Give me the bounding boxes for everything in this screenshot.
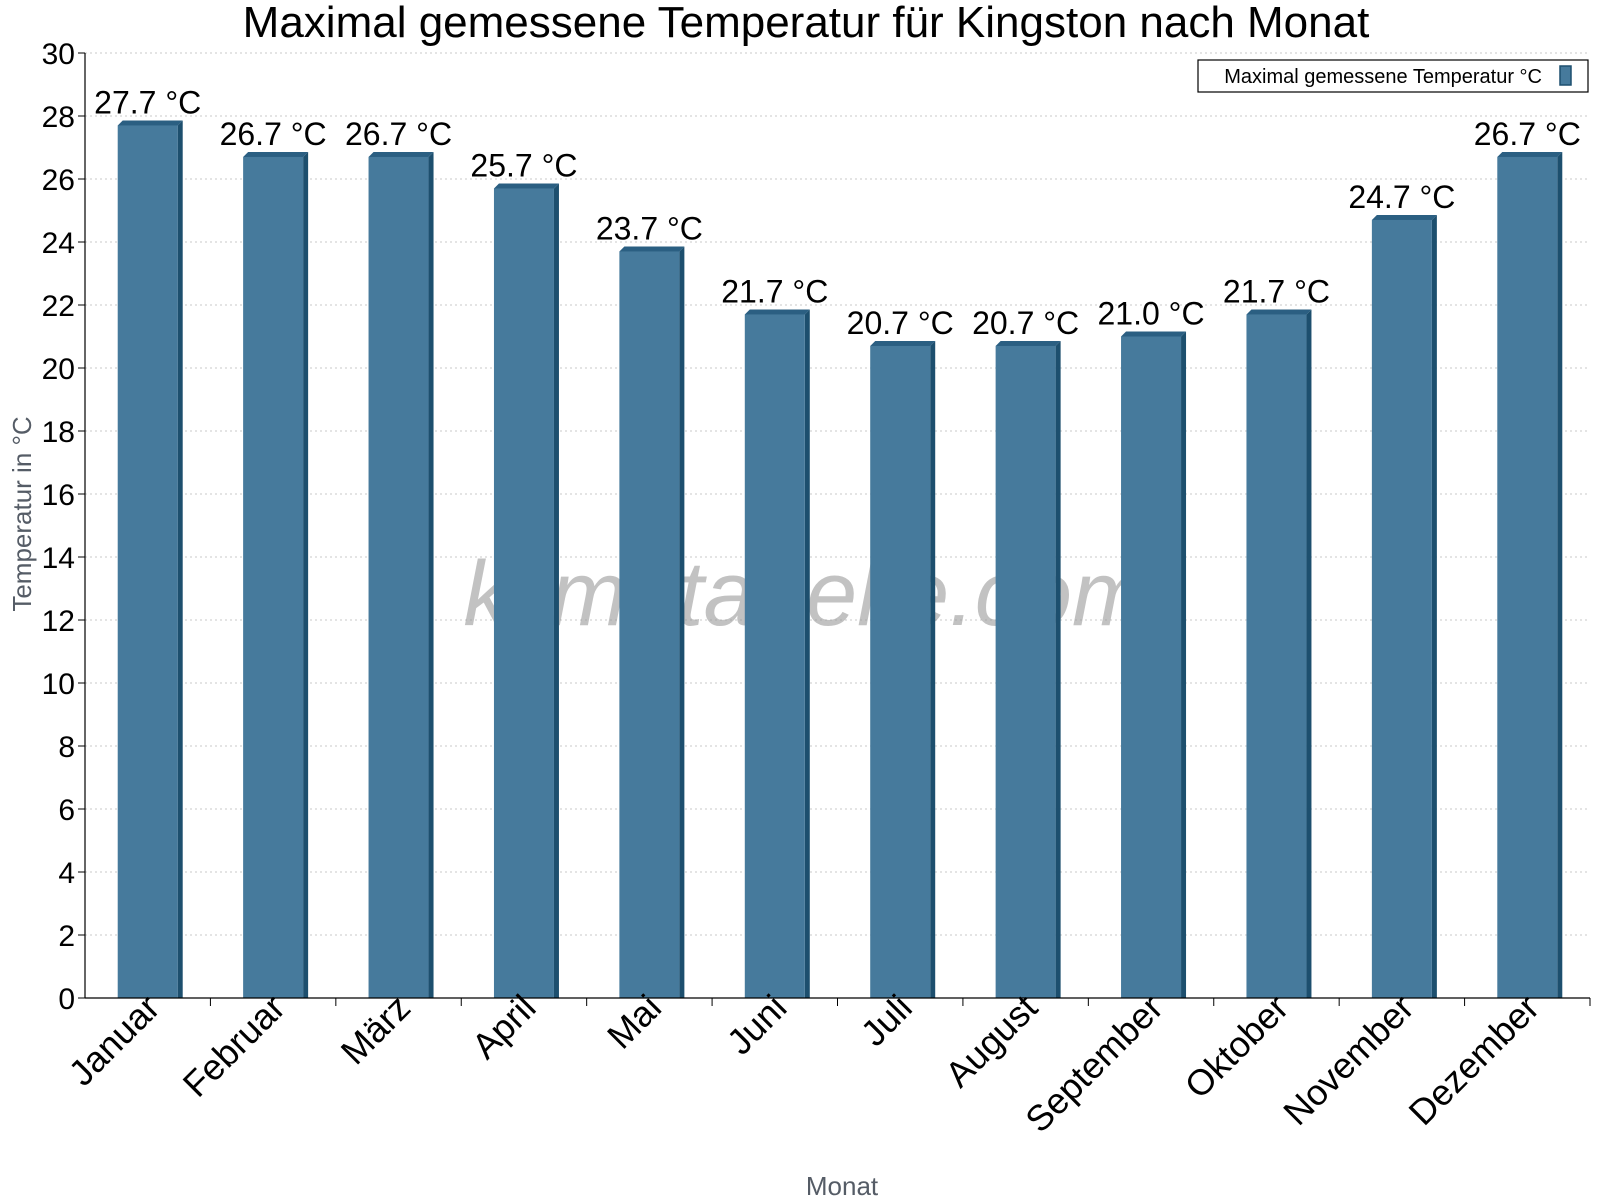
bar: [1371, 219, 1432, 998]
bar-value-label: 27.7 °C: [94, 84, 201, 120]
x-axis-ticks: Januar Februar März April Mai Juni Juli AugustS…: [61, 987, 1547, 1141]
y-tick-label: 8: [58, 731, 75, 764]
bar-value-label: 26.7 °C: [345, 116, 452, 152]
bar: [1121, 336, 1182, 998]
bar-value-label: 21.7 °C: [1223, 273, 1330, 309]
y-tick-label: 6: [58, 794, 75, 827]
bar: [744, 314, 805, 998]
bar-value-label: 20.7 °C: [972, 305, 1079, 341]
y-tick-label: 10: [42, 668, 75, 701]
bar-top: [744, 309, 810, 315]
y-tick-label: 16: [42, 479, 75, 512]
bar-value-label: 20.7 °C: [847, 305, 954, 341]
bar-top: [870, 340, 936, 346]
bar-top: [619, 246, 685, 252]
x-tick-label: November: [1275, 987, 1421, 1133]
bar-side: [804, 309, 810, 998]
legend-swatch: [1559, 65, 1572, 86]
y-tick-label: 20: [42, 353, 75, 386]
y-tick-label: 12: [42, 605, 75, 638]
bar-top: [117, 120, 183, 126]
x-tick-label: April: [464, 987, 544, 1067]
bar-top: [243, 151, 309, 157]
x-tick-label: Februar: [175, 987, 293, 1105]
x-tick-label: September: [1017, 987, 1171, 1141]
bar-side: [1306, 309, 1312, 998]
bar-value-label: 21.0 °C: [1098, 296, 1205, 332]
bar-value-label: 21.7 °C: [721, 273, 828, 309]
bar: [1497, 156, 1558, 998]
bar-side: [177, 120, 183, 998]
bar: [117, 125, 178, 998]
bar-side: [679, 246, 685, 998]
y-tick-label: 18: [42, 416, 75, 449]
bar-top: [368, 151, 434, 157]
x-tick-label: März: [333, 987, 419, 1073]
bar-side: [553, 183, 559, 998]
y-tick-label: 30: [42, 38, 75, 71]
y-tick-label: 0: [58, 983, 75, 1016]
bar-value-label: 23.7 °C: [596, 210, 703, 246]
bar-top: [1121, 331, 1187, 337]
bar-side: [1181, 331, 1187, 998]
x-tick-label: Oktober: [1177, 987, 1297, 1107]
y-tick-label: 2: [58, 920, 75, 953]
legend-box: [1197, 59, 1589, 93]
x-tick-label: August: [937, 987, 1045, 1095]
bar-side: [1055, 340, 1061, 998]
x-axis-label: Monat: [806, 1171, 879, 1200]
y-tick-label: 4: [58, 857, 75, 890]
x-tick-label: Januar: [61, 987, 168, 1094]
bar-side: [303, 151, 309, 998]
x-tick-label: Dezember: [1401, 987, 1547, 1133]
y-tick-label: 28: [42, 101, 75, 134]
bar: [995, 345, 1056, 998]
legend: Maximal gemessene Temperatur °C: [1197, 59, 1589, 93]
bar-value-label: 25.7 °C: [470, 147, 577, 183]
bar-side: [930, 340, 936, 998]
bar-top: [995, 340, 1061, 346]
bar-value-label: 26.7 °C: [220, 116, 327, 152]
gridlines: [85, 52, 1590, 936]
bar-top: [1371, 214, 1437, 220]
y-axis-label: Temperatur in °C: [7, 416, 37, 611]
bar: [619, 251, 680, 998]
bar-top: [1497, 151, 1563, 157]
bar-value-label: 24.7 °C: [1348, 179, 1455, 215]
y-tick-label: 22: [42, 290, 75, 323]
bar: [493, 188, 554, 998]
bar: [1246, 314, 1307, 998]
bar-group: [117, 120, 1563, 998]
chart-title: Maximal gemessene Temperatur für Kingsto…: [243, 0, 1370, 47]
value-labels: 27.7 °C 26.7 °C 26.7 °C 25.7 °C 23.7 °C 21.7 …: [94, 84, 1581, 341]
bar-top: [1246, 309, 1312, 315]
y-tick-label: 26: [42, 164, 75, 197]
bar: [243, 156, 304, 998]
bar-side: [1431, 214, 1437, 998]
bar-side: [428, 151, 434, 998]
bar-side: [1557, 151, 1563, 998]
y-tick-label: 24: [42, 227, 75, 260]
bar-value-label: 26.7 °C: [1474, 116, 1581, 152]
legend-label: Maximal gemessene Temperatur °C: [1224, 66, 1542, 88]
bar: [870, 345, 931, 998]
bar: [368, 156, 429, 998]
axes: [84, 53, 1591, 1006]
bar-top: [493, 183, 559, 189]
y-tick-label: 14: [42, 542, 75, 575]
